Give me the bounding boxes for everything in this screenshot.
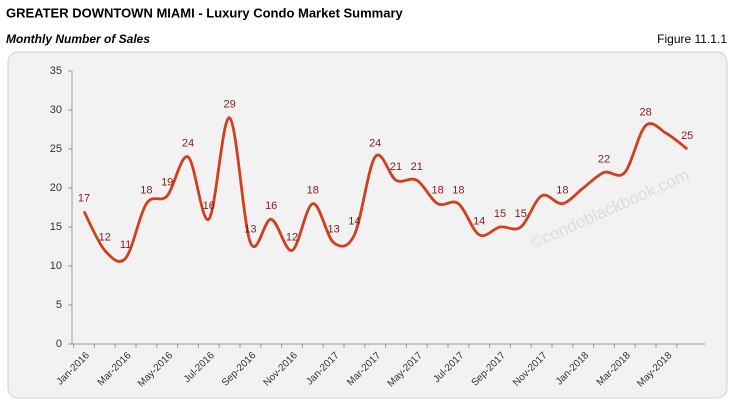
data-label: 12 bbox=[286, 231, 298, 243]
data-label: 17 bbox=[78, 192, 90, 204]
data-label: 18 bbox=[431, 185, 443, 197]
data-label: 18 bbox=[452, 185, 464, 197]
data-label: 18 bbox=[140, 185, 152, 197]
data-label: 21 bbox=[390, 161, 402, 173]
line bbox=[82, 116, 689, 263]
data-label: 19 bbox=[161, 177, 173, 189]
data-label: 29 bbox=[223, 99, 235, 111]
data-label: 18 bbox=[307, 185, 319, 197]
y-tick-label: 25 bbox=[50, 143, 62, 155]
figure-label: Figure 11.1.1 bbox=[657, 32, 727, 46]
y-tick-label: 5 bbox=[56, 299, 62, 311]
data-label: 22 bbox=[598, 153, 610, 165]
data-label: 13 bbox=[327, 224, 339, 236]
data-label: 21 bbox=[411, 161, 423, 173]
data-label: 24 bbox=[182, 138, 194, 150]
plot-background bbox=[7, 51, 728, 399]
y-tick-label: 20 bbox=[50, 182, 62, 194]
y-tick-label: 35 bbox=[50, 65, 62, 77]
data-label: 15 bbox=[515, 208, 527, 220]
data-label: 25 bbox=[681, 130, 693, 142]
title: GREATER DOWNTOWN MIAMI - Luxury Condo Ma… bbox=[6, 5, 404, 20]
y-tick-label: 10 bbox=[50, 260, 62, 272]
data-label: 12 bbox=[99, 231, 111, 243]
data-label: 15 bbox=[494, 208, 506, 220]
subtitle: Monthly Number of Sales bbox=[6, 32, 150, 46]
y-tick-label: 15 bbox=[50, 221, 62, 233]
y-tick-label: 0 bbox=[56, 338, 62, 350]
data-label: 24 bbox=[369, 138, 381, 150]
data-label: 18 bbox=[556, 185, 568, 197]
data-label: 14 bbox=[473, 216, 485, 228]
data-label: 14 bbox=[348, 216, 360, 228]
data-label: 11 bbox=[120, 239, 131, 251]
data-label: 28 bbox=[639, 107, 651, 119]
data-label: 16 bbox=[203, 200, 215, 212]
y-tick-label: 30 bbox=[50, 104, 62, 116]
data-label: 16 bbox=[265, 200, 277, 212]
data-label: 13 bbox=[244, 224, 256, 236]
